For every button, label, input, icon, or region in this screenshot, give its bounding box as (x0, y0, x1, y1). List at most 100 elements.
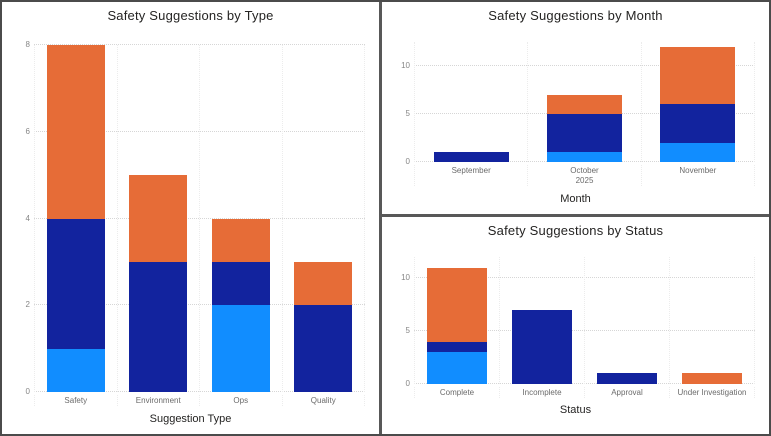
chart-title: Safety Suggestions by Status (487, 223, 664, 238)
bars-container (414, 42, 755, 162)
x-axis-title: Month (560, 193, 591, 205)
x-axis-title: Status (559, 404, 592, 416)
bar-segment-dark-blue[interactable] (294, 305, 353, 392)
bar-segment-dark-blue[interactable] (129, 261, 188, 392)
y-tick-label: 5 (405, 326, 410, 336)
category-label: Complete (439, 388, 475, 397)
x-axis-labels: September October 2025 November (414, 165, 755, 186)
bar-quality[interactable] (294, 261, 353, 392)
bar-complete[interactable] (427, 267, 487, 384)
bar-september[interactable] (433, 152, 509, 162)
category-label-slot: Quality (281, 395, 365, 406)
bar-segment-light-blue[interactable] (46, 348, 105, 392)
category-label-slot: November (640, 165, 755, 186)
y-tick-label: 0 (405, 379, 410, 388)
y-tick-label: 0 (405, 157, 410, 166)
bar-slot (281, 45, 365, 392)
bar-november[interactable] (660, 46, 736, 162)
category-label: October (570, 166, 599, 175)
bar-under-investigation[interactable] (682, 373, 742, 384)
bar-slot (527, 42, 640, 162)
bar-segment-orange[interactable] (660, 46, 736, 105)
bars-container (34, 45, 365, 392)
bar-ops[interactable] (211, 218, 270, 392)
chart-panel-suggestions-by-month: Safety Suggestions by Month 0 5 10 Septemb… (382, 2, 769, 217)
chart-title: Safety Suggestions by Month (488, 8, 663, 23)
category-label: Incomplete (522, 388, 562, 397)
bar-safety[interactable] (46, 45, 105, 392)
gridline (414, 65, 755, 66)
bar-segment-dark-blue[interactable] (546, 114, 623, 153)
bar-approval[interactable] (597, 373, 657, 384)
x-axis-title: Suggestion Type (149, 413, 232, 425)
y-tick-label: 5 (405, 109, 410, 118)
bar-segment-dark-blue[interactable] (660, 104, 736, 143)
bar-slot (640, 42, 755, 162)
bar-segment-light-blue[interactable] (211, 305, 270, 392)
y-tick-label: 2 (25, 300, 30, 310)
x-axis-labels: Safety Environment Ops Quality (34, 395, 365, 406)
bar-segment-orange[interactable] (546, 94, 623, 115)
category-label: Quality (310, 396, 336, 405)
gridline (34, 44, 365, 45)
x-axis-labels: Complete Incomplete Approval Under Investig… (414, 387, 755, 398)
plot-area-month: 0 5 10 (401, 42, 755, 166)
category-label: Safety (64, 396, 88, 405)
bar-slot (499, 257, 584, 384)
bar-segment-orange[interactable] (682, 373, 742, 384)
bar-slot (669, 257, 755, 384)
bar-segment-dark-blue[interactable] (46, 218, 105, 349)
category-label: Under Investigation (677, 388, 747, 397)
bar-slot (414, 42, 527, 162)
bars-container (414, 257, 755, 384)
category-label-slot: Environment (116, 395, 200, 406)
chart-title: Safety Suggestions by Type (107, 8, 274, 23)
bar-segment-dark-blue[interactable] (512, 309, 572, 384)
y-tick-label: 0 (25, 387, 30, 396)
plot-area-type: 0 2 4 6 8 (26, 40, 365, 396)
category-sublabel: 2025 (575, 176, 594, 185)
category-label-slot: Approval (584, 387, 669, 398)
plot-area-status: 0 5 10 (401, 257, 755, 388)
bar-incomplete[interactable] (512, 309, 572, 384)
bar-slot (116, 45, 200, 392)
bar-segment-light-blue[interactable] (427, 352, 487, 384)
bar-slot (584, 257, 669, 384)
y-tick-label: 10 (401, 61, 410, 70)
category-label: Approval (611, 388, 643, 397)
category-label: September (451, 166, 491, 175)
bar-segment-dark-blue[interactable] (433, 152, 509, 162)
chart-panel-suggestions-by-status: Safety Suggestions by Status 0 5 10 Comple… (382, 217, 769, 434)
bar-slot (199, 45, 282, 392)
category-label-slot: Ops (199, 395, 282, 406)
category-label-slot: Incomplete (499, 387, 584, 398)
chart-panel-suggestions-by-type: Safety Suggestions by Type 0 2 4 6 8 Safety E… (2, 2, 382, 434)
y-tick-label: 8 (25, 40, 30, 49)
bar-environment[interactable] (129, 175, 188, 392)
bar-segment-orange[interactable] (294, 261, 353, 306)
category-label: Ops (233, 396, 249, 405)
y-tick-label: 6 (25, 126, 30, 136)
bar-segment-light-blue[interactable] (546, 152, 623, 162)
bar-segment-orange[interactable] (211, 218, 270, 262)
bar-segment-orange[interactable] (46, 45, 105, 219)
bar-segment-orange[interactable] (129, 175, 188, 262)
bar-slot (34, 45, 117, 392)
category-label-slot: Safety (34, 395, 117, 406)
y-tick-label: 4 (25, 213, 30, 223)
y-tick-label: 10 (401, 273, 410, 283)
category-label: Environment (135, 396, 181, 405)
category-label-slot: Complete (414, 387, 499, 398)
category-label-slot: Under Investigation (669, 387, 755, 398)
category-label-slot: October 2025 (527, 165, 640, 186)
bar-segment-dark-blue[interactable] (597, 373, 657, 384)
bar-segment-dark-blue[interactable] (211, 261, 270, 306)
bar-october[interactable] (546, 94, 623, 162)
bar-segment-orange[interactable] (427, 267, 487, 342)
category-label: November (679, 166, 717, 175)
bar-segment-light-blue[interactable] (660, 142, 736, 162)
bar-slot (414, 257, 499, 384)
category-label-slot: September (414, 165, 527, 186)
bar-segment-dark-blue[interactable] (427, 341, 487, 353)
